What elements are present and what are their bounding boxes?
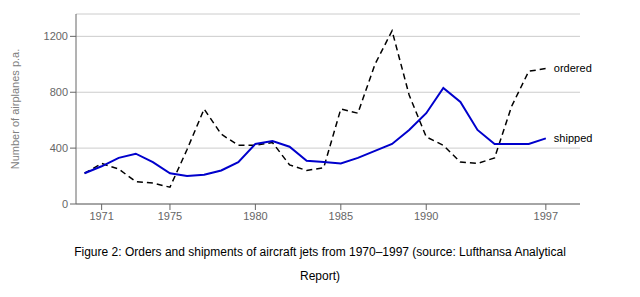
svg-text:0: 0 <box>62 198 68 210</box>
html-text:Figure 2: Orders and shipments: Figure 2: Orders and shipments of aircra… <box>74 245 566 259</box>
svg-text:1980: 1980 <box>243 210 267 222</box>
html-text:Report): Report) <box>300 269 340 283</box>
svg-text:1997: 1997 <box>534 210 558 222</box>
svg-text:Number of airplanes p.a.: Number of airplanes p.a. <box>9 49 21 169</box>
svg-text:1990: 1990 <box>414 210 438 222</box>
svg-text:400: 400 <box>50 142 68 154</box>
svg-text:shipped: shipped <box>554 132 593 144</box>
svg-text:1985: 1985 <box>329 210 353 222</box>
svg-text:1971: 1971 <box>89 210 113 222</box>
svg-text:800: 800 <box>50 86 68 98</box>
svg-text:1975: 1975 <box>158 210 182 222</box>
svg-text:1200: 1200 <box>44 30 68 42</box>
svg-text:ordered: ordered <box>554 62 592 74</box>
